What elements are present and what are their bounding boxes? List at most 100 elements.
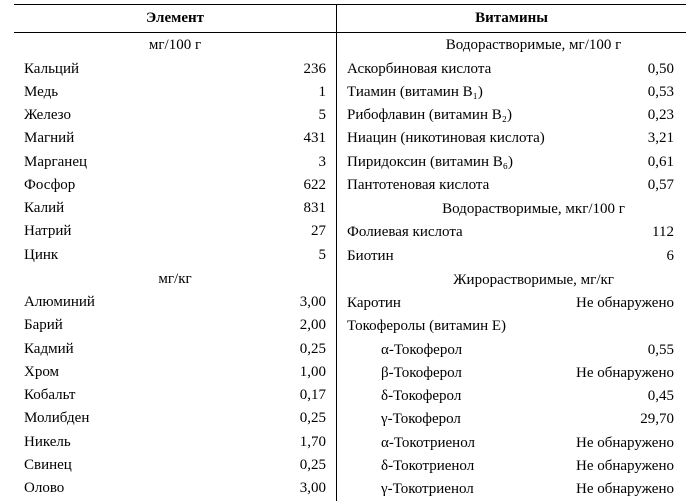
vitamin-name: β-Токоферол (347, 362, 566, 385)
vitamins-section-3: Жирорастворимые, мг/кг (337, 268, 686, 292)
vitamin-name: δ-Токотриенол (347, 455, 566, 478)
element-name: Кобальт (24, 384, 290, 407)
vitamin-value: Не обнаружено (566, 455, 674, 478)
vitamin-name: Биотин (347, 245, 656, 268)
vitamin-value: 0,53 (638, 81, 674, 104)
element-value: 5 (309, 104, 331, 127)
element-value: 3,00 (290, 477, 330, 500)
element-row: Медь1 (14, 81, 336, 104)
composition-table: Элемент Витамины мг/100 г Кальций236 Мед… (14, 4, 686, 501)
element-value: 27 (301, 220, 330, 243)
vitamin-name: γ-Токоферол (347, 408, 630, 431)
element-value: 236 (294, 58, 331, 81)
element-row: Натрий27 (14, 220, 336, 243)
element-name: Фосфор (24, 174, 294, 197)
element-value: 3 (309, 151, 331, 174)
element-row: Фосфор622 (14, 174, 336, 197)
element-name: Натрий (24, 220, 301, 243)
vitamin-value: Не обнаружено (566, 362, 674, 385)
element-value: 1,00 (290, 361, 330, 384)
element-name: Свинец (24, 454, 290, 477)
vitamin-name: α-Токоферол (347, 339, 638, 362)
elements-unit-1: мг/100 г (14, 33, 336, 57)
element-value: 2,00 (290, 314, 330, 337)
vitamin-name: Пиридоксин (витамин B₆) (347, 151, 638, 174)
vitamin-row: Фолиевая кислота112 (337, 221, 686, 244)
vitamin-row: Ниацин (никотиновая кислота)3,21 (337, 127, 686, 150)
element-row: Хром1,00 (14, 361, 336, 384)
element-value: 3,00 (290, 291, 330, 314)
element-row: Калий831 (14, 197, 336, 220)
element-name: Кальций (24, 58, 294, 81)
element-row: Марганец3 (14, 151, 336, 174)
vitamins-section-2: Водорастворимые, мкг/100 г (337, 197, 686, 221)
vitamin-value: 0,23 (638, 104, 674, 127)
elements-unit-2: мг/кг (14, 267, 336, 291)
element-value: 0,25 (290, 454, 330, 477)
vitamin-row: γ-Токоферол29,70 (337, 408, 686, 431)
element-row: Молибден0,25 (14, 407, 336, 430)
vitamin-name: α-Токотриенол (347, 432, 566, 455)
element-name: Медь (24, 81, 309, 104)
vitamin-row: КаротинНе обнаружено (337, 292, 686, 315)
header-row: Элемент Витамины (14, 5, 686, 33)
page: Элемент Витамины мг/100 г Кальций236 Мед… (0, 0, 700, 502)
element-name: Барий (24, 314, 290, 337)
vitamin-value: Не обнаружено (566, 432, 674, 455)
vitamins-section-1: Водорастворимые, мг/100 г (337, 33, 686, 57)
vitamin-value: 3,21 (638, 127, 674, 150)
vitamin-value: 0,50 (638, 58, 674, 81)
vitamin-name: Рибофлавин (витамин B₂) (347, 104, 638, 127)
element-name: Олово (24, 477, 290, 500)
element-row: Кальций236 (14, 58, 336, 81)
element-row: Никель1,70 (14, 431, 336, 454)
vitamin-name: Фолиевая кислота (347, 221, 642, 244)
vitamin-row: Токоферолы (витамин E) (337, 315, 686, 338)
vitamin-value: 0,57 (638, 174, 674, 197)
vitamin-row: α-Токоферол0,55 (337, 339, 686, 362)
vitamin-row: Рибофлавин (витамин B₂)0,23 (337, 104, 686, 127)
vitamin-name: Пантотеновая кислота (347, 174, 638, 197)
vitamin-row: α-ТокотриенолНе обнаружено (337, 432, 686, 455)
element-row: Олово3,00 (14, 477, 336, 500)
element-row: Железо5 (14, 104, 336, 127)
element-value: 831 (294, 197, 331, 220)
vitamin-row: Пиридоксин (витамин B₆)0,61 (337, 151, 686, 174)
element-name: Марганец (24, 151, 309, 174)
vitamin-value: 112 (642, 221, 674, 244)
element-name: Никель (24, 431, 290, 454)
vitamin-value: 29,70 (630, 408, 674, 431)
element-row: Цинк5 (14, 244, 336, 267)
vitamin-row: δ-Токоферол0,45 (337, 385, 686, 408)
header-vitamins: Витамины (337, 5, 686, 33)
vitamin-value: Не обнаружено (566, 478, 674, 501)
element-name: Цинк (24, 244, 309, 267)
element-value: 0,17 (290, 384, 330, 407)
element-name: Кадмий (24, 338, 290, 361)
vitamins-column: Водорастворимые, мг/100 г Аскорбиновая к… (337, 33, 686, 502)
vitamin-row: Биотин6 (337, 245, 686, 268)
element-row: Барий2,00 (14, 314, 336, 337)
body-row: мг/100 г Кальций236 Медь1 Железо5 Магний… (14, 33, 686, 502)
element-name: Железо (24, 104, 309, 127)
element-value: 431 (294, 127, 331, 150)
element-value: 622 (294, 174, 331, 197)
vitamin-name: Токоферолы (витамин E) (347, 315, 664, 338)
element-value: 1,70 (290, 431, 330, 454)
element-row: Магний431 (14, 127, 336, 150)
vitamin-name: γ-Токотриенол (347, 478, 566, 501)
vitamin-row: Тиамин (витамин B₁)0,53 (337, 81, 686, 104)
element-row: Алюминий3,00 (14, 291, 336, 314)
vitamin-value: 0,55 (638, 339, 674, 362)
vitamin-value: 6 (657, 245, 675, 268)
vitamin-name: δ-Токоферол (347, 385, 638, 408)
vitamin-value: Не обнаружено (566, 292, 674, 315)
vitamin-value: 0,61 (638, 151, 674, 174)
vitamin-value: 0,45 (638, 385, 674, 408)
vitamin-name: Каротин (347, 292, 566, 315)
vitamin-name: Аскорбиновая кислота (347, 58, 638, 81)
element-value: 0,25 (290, 407, 330, 430)
element-name: Хром (24, 361, 290, 384)
element-row: Кобальт0,17 (14, 384, 336, 407)
element-value: 0,25 (290, 338, 330, 361)
